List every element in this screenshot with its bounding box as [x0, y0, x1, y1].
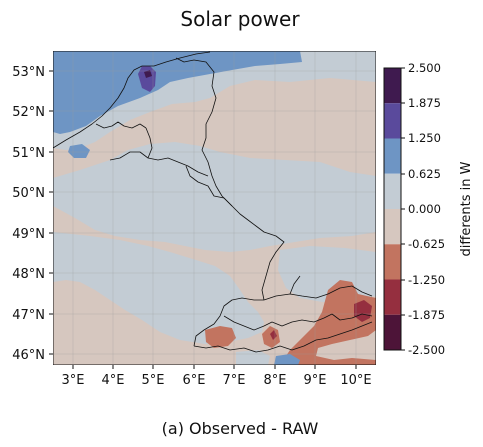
- y-tick-label: 53°N: [12, 65, 45, 80]
- y-tick-label: 50°N: [12, 186, 45, 201]
- colorbar-tick-label: 1.875: [408, 96, 441, 110]
- colorbar-tick-label: -0.625: [408, 237, 445, 251]
- contour-mid-positive-north: [53, 51, 302, 134]
- colorbar-bands: [384, 68, 401, 350]
- colorbar: 2.500 1.875 1.250 0.625 0.000 -0.625 -1.…: [383, 61, 474, 357]
- colorbar-band: [384, 103, 401, 139]
- colorbar-tick-label: 0.625: [408, 167, 441, 181]
- colorbar-band: [384, 279, 401, 315]
- contour-negative-south-2: [262, 326, 280, 348]
- contour-positive-lower: [53, 232, 264, 344]
- contour-negative-south: [205, 326, 236, 348]
- country-borders: [53, 51, 373, 353]
- figure-caption: (a) Observed - RAW: [162, 419, 319, 438]
- x-tick-label: 4°E: [102, 373, 125, 388]
- colorbar-band: [384, 138, 401, 174]
- y-tick-label: 47°N: [12, 308, 45, 323]
- colorbar-band: [384, 68, 401, 104]
- colorbar-tick-label: 0.000: [408, 202, 441, 216]
- x-tick-label: 5°E: [142, 373, 165, 388]
- contour-positive-middle: [53, 142, 376, 252]
- contour-strong-negative-south: [270, 330, 277, 340]
- contour-mid-positive-west: [68, 144, 90, 158]
- x-axis: 3°E 4°E 5°E 6°E 7°E 8°E 9°E 10°E: [62, 373, 372, 388]
- y-tick-label: 46°N: [12, 348, 45, 363]
- colorbar-tick-label: -1.875: [408, 308, 445, 322]
- y-tick-label: 51°N: [12, 146, 45, 161]
- axis-tick-marks: [49, 70, 357, 369]
- contour-positive-south-patch: [274, 354, 300, 365]
- contour-negative-southeast: [280, 280, 376, 365]
- map-panel: [53, 51, 376, 365]
- colorbar-tick-label: 2.500: [408, 61, 441, 75]
- y-tick-label: 48°N: [12, 267, 45, 282]
- x-tick-label: 8°E: [264, 373, 287, 388]
- colorbar-tick-marks: [401, 67, 405, 351]
- colorbar-band: [384, 209, 401, 245]
- y-tick-label: 52°N: [12, 105, 45, 120]
- y-tick-label: 49°N: [12, 227, 45, 242]
- contour-high-positive-north: [138, 66, 156, 92]
- contour-positive-south-patch-2: [236, 350, 270, 365]
- x-tick-label: 9°E: [304, 373, 327, 388]
- colorbar-tick-label: -1.250: [408, 273, 445, 287]
- colorbar-tick-label: 1.250: [408, 131, 441, 145]
- colorbar-label: differents in W: [459, 161, 474, 256]
- x-tick-label: 6°E: [183, 373, 206, 388]
- contour-strong-negative-southeast: [354, 300, 372, 322]
- colorbar-tick-label: -2.500: [408, 343, 445, 357]
- contour-highest-positive-north: [144, 70, 152, 78]
- colorbar-band: [384, 173, 401, 209]
- colorbar-band: [384, 244, 401, 280]
- x-tick-label: 10°E: [340, 373, 371, 388]
- x-tick-label: 7°E: [223, 373, 246, 388]
- chart-title: Solar power: [180, 7, 300, 31]
- colorbar-band: [384, 314, 401, 350]
- colorbar-tick-labels: 2.500 1.875 1.250 0.625 0.000 -0.625 -1.…: [408, 61, 445, 357]
- x-tick-label: 3°E: [62, 373, 85, 388]
- y-axis: 53°N 52°N 51°N 50°N 49°N 48°N 47°N 46°N: [12, 65, 45, 363]
